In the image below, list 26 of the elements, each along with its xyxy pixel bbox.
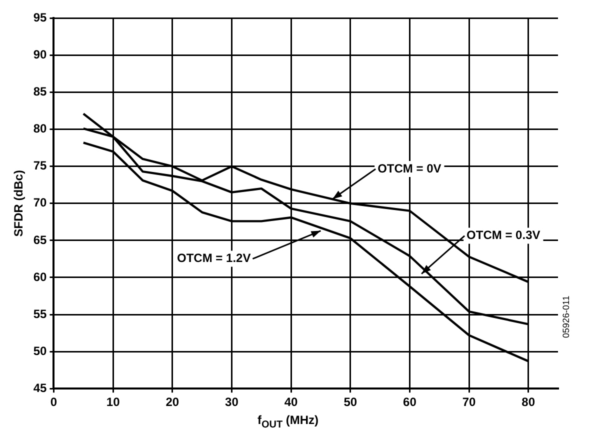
x-tick-label: 70 bbox=[462, 395, 476, 410]
annotation: OTCM = 0.3V bbox=[466, 228, 540, 242]
x-tick-label: 50 bbox=[344, 395, 358, 410]
annotation: OTCM = 0V bbox=[378, 161, 442, 176]
x-tick-label: 40 bbox=[284, 395, 298, 410]
y-tick-label: 95 bbox=[33, 10, 48, 25]
x-tick-label: 60 bbox=[403, 395, 417, 410]
y-tick-label: 90 bbox=[33, 48, 48, 62]
y-tick-label: 50 bbox=[33, 344, 48, 358]
text: 05926-011 bbox=[561, 294, 571, 338]
x-axis-title: f$_{OUT}$ (MHz) bbox=[256, 413, 320, 430]
y-tick-label: 65 bbox=[33, 232, 48, 247]
y-tick-label: 45 bbox=[33, 380, 48, 395]
y-tick-label: 60 bbox=[33, 270, 48, 284]
y-tick-label: 55 bbox=[33, 306, 48, 321]
x-tick-label: 10 bbox=[106, 395, 120, 410]
annotation: OTCM = 1.2V bbox=[177, 251, 251, 266]
x-tick-label: 20 bbox=[166, 395, 180, 410]
y-tick-label: 85 bbox=[33, 84, 48, 99]
x-tick-label: 30 bbox=[225, 395, 239, 410]
y-tick-label: 70 bbox=[33, 196, 48, 210]
y-axis-title: SFDR (dBc) bbox=[12, 170, 26, 237]
x-tick-label: 0 bbox=[50, 395, 58, 410]
x-tick-label: 80 bbox=[522, 395, 536, 410]
y-tick-label: 80 bbox=[33, 122, 48, 136]
y-tick-label: 75 bbox=[33, 158, 48, 173]
